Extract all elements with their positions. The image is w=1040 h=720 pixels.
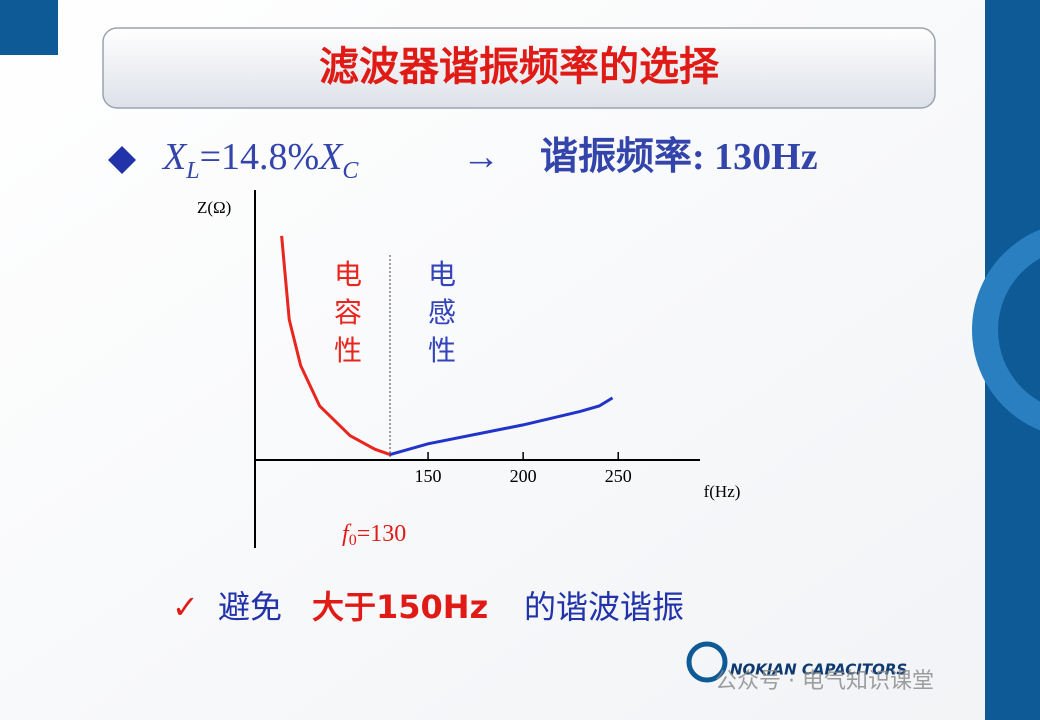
- text: 的谐波谐振: [524, 588, 684, 626]
- x-tick-label: 150: [415, 466, 442, 486]
- bullet: [108, 146, 136, 174]
- text: =: [357, 521, 371, 547]
- subscript: 0: [349, 532, 357, 549]
- side-arc: [972, 229, 1040, 431]
- arrow: →: [462, 136, 500, 178]
- line: [389, 396, 614, 457]
- text: =14.8%: [200, 136, 320, 178]
- symbol: X: [317, 136, 344, 178]
- title-box: [102, 27, 936, 109]
- watermark: 公众号 · 电气知识课堂: [715, 669, 934, 694]
- x-tick-label: 250: [605, 466, 632, 486]
- annotation-char: 容: [334, 296, 362, 329]
- x-axis-label: f(Hz): [704, 482, 741, 501]
- logo-mark: [686, 641, 728, 683]
- logo: NOKIAN CAPACITORS: [730, 661, 907, 679]
- annotation-char: 电: [334, 258, 362, 291]
- subscript: C: [342, 158, 359, 184]
- x-tick-label: 200: [510, 466, 537, 486]
- annotation: 电容性: [334, 258, 362, 367]
- subscript: L: [185, 158, 199, 184]
- value: 130: [370, 521, 406, 547]
- text: 大于150Hz: [312, 588, 488, 626]
- text: 避免: [218, 588, 282, 626]
- line: [280, 235, 391, 457]
- title: 滤波器谐振频率的选择: [319, 44, 720, 90]
- corner-block: [0, 0, 58, 55]
- annotation-char: 性: [428, 334, 456, 367]
- statement: XL=14.8%XC → 谐振频率: 130Hz: [161, 136, 818, 184]
- symbol: f: [342, 521, 352, 547]
- y-axis-label: Z(Ω): [197, 198, 231, 217]
- annotation-char: 性: [334, 334, 362, 367]
- annotation: 电感性: [428, 258, 456, 367]
- check: ✓: [172, 588, 199, 626]
- symbol: X: [161, 136, 188, 178]
- annotation-char: 感: [428, 296, 456, 329]
- text: 谐振频率: 130Hz: [540, 136, 818, 178]
- annotation-char: 电: [428, 258, 456, 291]
- conclusion: ✓ 避免 大于150Hz 的谐波谐振: [172, 588, 684, 626]
- f0-label: f0=130: [342, 521, 406, 549]
